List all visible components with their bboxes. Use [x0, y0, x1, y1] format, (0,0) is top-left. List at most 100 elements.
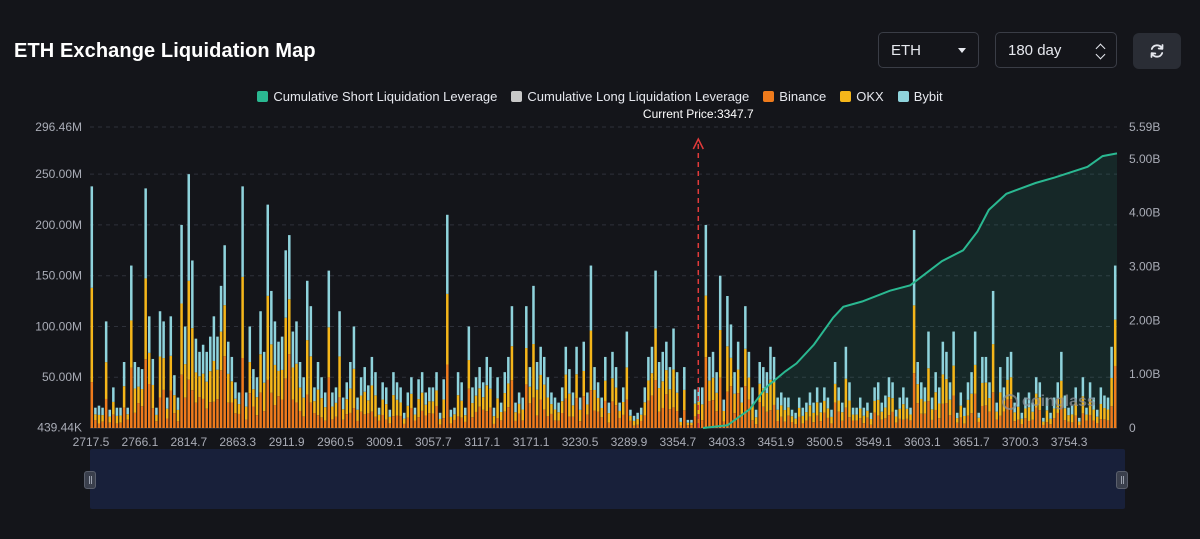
bar-binance — [711, 400, 715, 428]
bar-binance — [431, 413, 435, 428]
x-tick-label: 3451.9 — [757, 435, 794, 449]
bar-bybit — [137, 367, 140, 387]
bar-okx — [772, 382, 776, 405]
bar-bybit — [514, 402, 517, 413]
bar-binance — [514, 420, 517, 428]
bar-binance — [90, 382, 94, 428]
bar-bybit — [855, 407, 858, 415]
bar-okx — [808, 405, 812, 417]
bar-bybit — [327, 270, 331, 328]
bar-okx — [927, 368, 930, 402]
bar-okx — [237, 404, 241, 414]
bar-binance — [805, 420, 808, 428]
bar-bybit — [320, 377, 323, 399]
bar-binance — [384, 419, 388, 428]
bar-bybit — [273, 321, 277, 365]
legend-label-bybit: Bybit — [913, 89, 943, 104]
bar-binance — [392, 416, 395, 428]
slider-handle-left[interactable] — [84, 471, 96, 489]
bar-bybit — [359, 377, 363, 396]
bar-bybit — [97, 405, 101, 415]
bar-binance — [1092, 420, 1095, 428]
bar-bybit — [1070, 405, 1074, 415]
bar-binance — [927, 401, 930, 428]
bar-okx — [596, 397, 600, 412]
bar-bybit — [420, 372, 424, 393]
bar-binance — [151, 408, 155, 428]
bar-binance — [794, 424, 797, 428]
range-slider[interactable] — [90, 449, 1125, 509]
bar-bybit — [636, 412, 639, 420]
bar-binance — [201, 398, 205, 428]
bar-bybit — [629, 409, 632, 416]
bar-okx — [381, 399, 384, 415]
coin-select[interactable]: ETH — [878, 32, 979, 68]
bar-okx — [963, 415, 966, 424]
bar-bybit — [650, 346, 654, 374]
bar-bybit — [715, 372, 718, 393]
bar-binance — [708, 401, 711, 428]
legend-item-long[interactable]: Cumulative Long Liquidation Leverage — [511, 89, 749, 104]
refresh-button[interactable] — [1133, 33, 1181, 69]
chevron-down-icon — [958, 47, 966, 53]
bar-binance — [683, 410, 686, 428]
range-select[interactable]: 180 day — [995, 32, 1117, 68]
bar-binance — [600, 417, 603, 428]
watermark-text: coinglass — [1022, 393, 1096, 410]
bar-binance — [902, 419, 905, 428]
bar-okx — [90, 287, 94, 383]
bar-binance — [830, 423, 833, 428]
bar-okx — [413, 414, 417, 421]
bar-binance — [657, 411, 661, 428]
bar-okx — [1110, 377, 1113, 407]
bar-okx — [101, 415, 104, 422]
legend-item-bybit[interactable]: Bybit — [897, 89, 943, 104]
bar-bybit — [844, 346, 848, 379]
bar-binance — [270, 392, 273, 428]
bar-okx — [629, 415, 632, 421]
refresh-icon — [1150, 44, 1164, 58]
bar-binance — [679, 425, 682, 428]
bar-okx — [1074, 402, 1077, 416]
bar-bybit — [733, 372, 736, 394]
bar-binance — [1085, 420, 1088, 428]
bar-binance — [115, 423, 119, 428]
bar-binance — [108, 422, 112, 428]
legend-item-short[interactable]: Cumulative Short Liquidation Leverage — [257, 89, 497, 104]
bar-okx — [363, 391, 366, 415]
bar-okx — [122, 386, 126, 408]
bar-bybit — [270, 290, 273, 345]
bar-binance — [754, 424, 758, 428]
bar-okx — [104, 362, 108, 399]
bar-okx — [320, 398, 323, 418]
bar-binance — [790, 422, 794, 428]
bar-okx — [525, 348, 528, 385]
bar-bybit — [898, 397, 902, 409]
bar-okx — [1016, 406, 1020, 420]
bar-binance — [636, 424, 639, 428]
legend-item-binance[interactable]: Binance — [763, 89, 826, 104]
bar-binance — [1060, 406, 1063, 428]
bar-okx — [830, 416, 833, 424]
slider-handle-right[interactable] — [1116, 471, 1128, 489]
bar-binance — [370, 411, 374, 428]
bar-bybit — [963, 407, 966, 416]
bar-bybit — [417, 379, 420, 400]
bar-bybit — [478, 367, 481, 389]
bar-binance — [1067, 421, 1070, 428]
bar-okx — [912, 305, 916, 374]
bar-okx — [1027, 407, 1031, 422]
bar-okx — [456, 395, 460, 417]
x-tick-label: 2766.1 — [122, 435, 159, 449]
bar-binance — [169, 390, 173, 428]
bar-okx — [266, 295, 270, 380]
bar-okx — [733, 393, 736, 414]
bar-binance — [234, 413, 237, 428]
bar-bybit — [180, 224, 183, 304]
legend-item-okx[interactable]: OKX — [840, 89, 884, 104]
bar-okx — [844, 378, 848, 408]
bar-bybit — [560, 387, 564, 402]
bar-binance — [481, 409, 485, 428]
bar-binance — [510, 380, 514, 428]
